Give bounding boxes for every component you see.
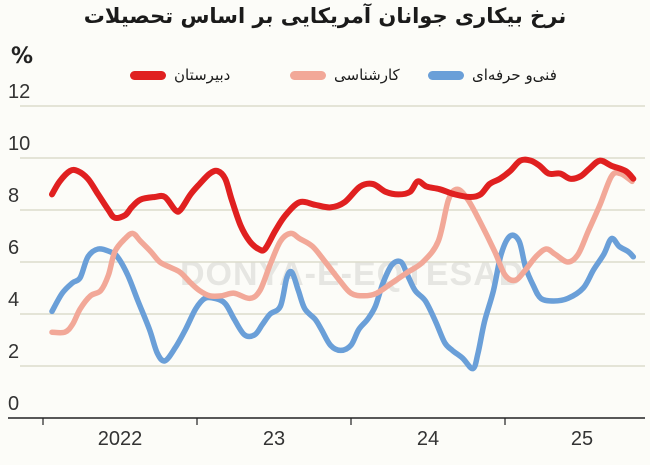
legend-swatch-icon (428, 70, 464, 80)
legend-label: کارشناسی (334, 66, 400, 84)
chart-title: نرخ بیکاری جوانان آمریکایی بر اساس تحصیل… (83, 4, 567, 28)
y-tick-label: 12 (8, 81, 31, 103)
x-tick-label: 24 (416, 428, 440, 450)
series-line-bachelors (49, 169, 635, 336)
x-tick-label: 23 (262, 428, 286, 450)
y-axis-unit-label: % (11, 44, 34, 69)
series-line-vocational (49, 232, 637, 372)
legend-label: دبیرستان (174, 66, 231, 84)
y-tick-label: 10 (8, 133, 31, 155)
legend-item-vocational: فنی‌و حرفه‌ای (428, 66, 557, 84)
y-tick-label: 8 (8, 185, 20, 207)
legend-item-bachelors: کارشناسی (290, 66, 400, 84)
x-tick-label: 2022 (97, 428, 143, 450)
series-line-high-school (48, 156, 637, 254)
y-tick-label: 4 (8, 289, 20, 311)
chart-legend: دبیرستان کارشناسی فنی‌و حرفه‌ای (0, 66, 650, 96)
legend-swatch-icon (290, 70, 326, 80)
y-tick-label: 2 (8, 341, 20, 363)
y-tick-label: 6 (8, 237, 20, 259)
x-tick-label: 25 (570, 428, 594, 450)
legend-item-high-school: دبیرستان (130, 66, 230, 84)
y-tick-label: 0 (8, 393, 20, 415)
legend-label: فنی‌و حرفه‌ای (472, 66, 557, 84)
legend-swatch-icon (130, 70, 166, 80)
